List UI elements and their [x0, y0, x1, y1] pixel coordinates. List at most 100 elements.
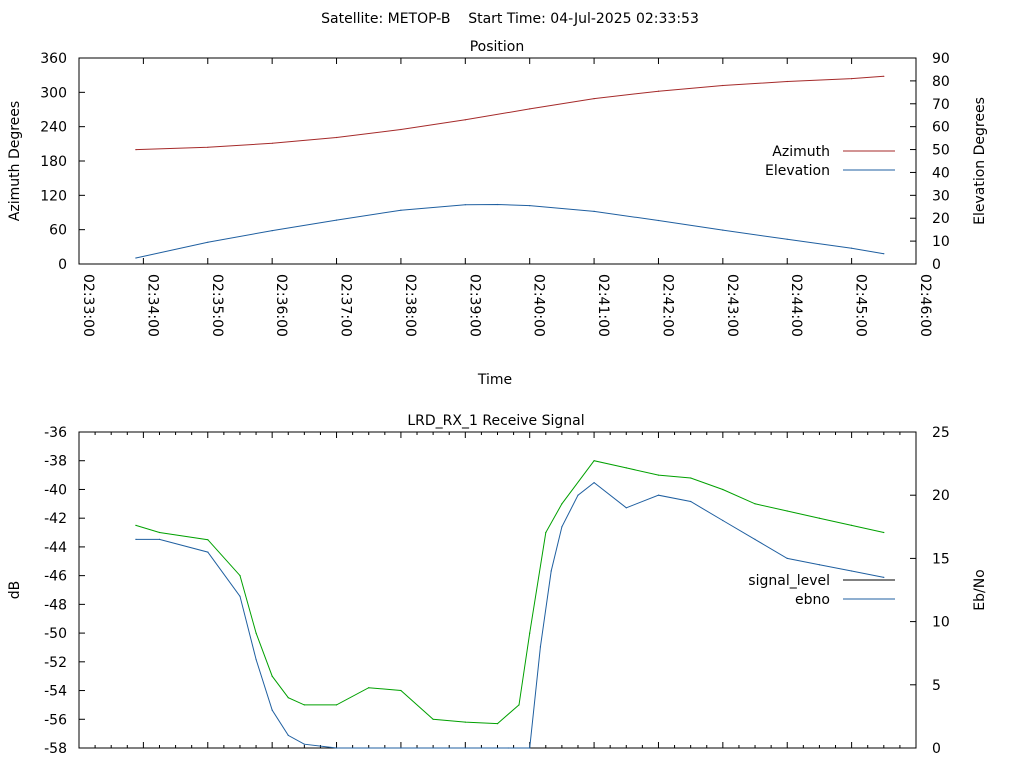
data-point-Elevation: [851, 247, 853, 249]
data-point-Elevation: [657, 219, 660, 222]
y2-tick-label: 25: [932, 425, 950, 441]
legend-elevation-label: Elevation: [765, 163, 830, 179]
data-point-Elevation: [135, 257, 137, 259]
data-point-ebno: [818, 564, 821, 566]
data-point-Azimuth: [464, 119, 466, 121]
data-point-ebno: [271, 709, 273, 711]
y-tick-label: -50: [44, 626, 67, 642]
data-point-Azimuth: [207, 146, 209, 148]
data-point-ebno: [539, 646, 542, 648]
data-point-Elevation: [722, 229, 724, 231]
data-point-signal_level: [464, 721, 466, 723]
y-tick-label: 120: [40, 188, 67, 204]
x-tick-label: 02:40:00: [531, 274, 547, 337]
receive-series: [135, 460, 885, 749]
y-tick-label: -56: [44, 712, 67, 728]
data-point-signal_level: [158, 531, 161, 534]
y-tick-label: -46: [44, 569, 67, 585]
data-point-Azimuth: [883, 75, 885, 77]
data-point-signal_level: [754, 503, 756, 505]
series-line-Elevation: [135, 203, 884, 259]
position-plot-frame: [78, 57, 917, 265]
data-point-signal_level: [690, 477, 692, 479]
data-point-ebno: [239, 595, 241, 597]
data-point-signal_level: [561, 503, 563, 505]
data-point-ebno: [625, 507, 627, 509]
data-point-signal_level: [518, 704, 520, 706]
data-point-ebno: [255, 658, 257, 661]
y2-tick-label: 10: [932, 615, 950, 631]
data-point-ebno: [550, 570, 552, 572]
data-point-ebno: [786, 557, 788, 560]
position-title: Position: [470, 39, 525, 55]
data-point-ebno: [507, 747, 509, 749]
y2-tick-label: 30: [932, 188, 950, 204]
data-point-ebno: [287, 734, 289, 737]
y-tick-label: -42: [44, 511, 67, 527]
data-point-signal_level: [207, 539, 209, 541]
y-tick-label: -44: [44, 540, 67, 556]
data-point-signal_level: [786, 510, 788, 512]
y2-tick-label: 15: [932, 551, 950, 567]
data-point-Azimuth: [135, 149, 137, 151]
x-tick-label: 02:35:00: [209, 274, 225, 337]
data-point-Elevation: [496, 203, 499, 206]
data-point-Azimuth: [529, 108, 531, 110]
time-axis: 02:33:00 02:34:00 02:35:00 02:36:00 02:37:00…: [78, 58, 933, 337]
series-line-ebno: [135, 481, 884, 749]
data-point-ebno: [335, 747, 338, 749]
y2-tick-label: 70: [932, 97, 950, 113]
y2-tick-label: 50: [932, 143, 950, 159]
y-tick-label: 240: [40, 120, 67, 136]
data-point-signal_level: [400, 689, 402, 692]
data-point-ebno: [561, 526, 563, 528]
data-point-ebno: [883, 576, 885, 579]
data-point-ebno: [722, 519, 724, 522]
db-axis-label: dB: [7, 581, 23, 600]
data-point-ebno: [593, 482, 595, 484]
y2-tick-label: 40: [932, 165, 950, 181]
data-point-ebno: [577, 494, 579, 496]
data-point-signal_level: [496, 723, 499, 725]
x-tick-label: 02:34:00: [144, 274, 160, 337]
data-point-Elevation: [207, 241, 209, 243]
db-axis: -58 -56 -54 -52 -50 -48 -46 -44 -42 -40 -38 -36: [44, 425, 85, 757]
y-tick-label: -48: [44, 597, 67, 613]
data-point-Elevation: [883, 253, 885, 255]
x-tick-label: 02:41:00: [595, 274, 611, 337]
data-point-Azimuth: [786, 80, 788, 83]
x-tick-label: 02:39:00: [466, 274, 482, 337]
data-point-ebno: [529, 747, 531, 749]
data-point-signal_level: [368, 687, 370, 689]
data-point-signal_level: [432, 718, 434, 720]
y-tick-label: 0: [58, 257, 67, 273]
data-point-ebno: [754, 538, 756, 541]
data-point-Azimuth: [722, 84, 724, 87]
azimuth-axis-label: Azimuth Degrees: [7, 101, 23, 221]
legend-ebno-label: ebno: [795, 592, 830, 608]
y2-tick-label: 0: [932, 741, 941, 757]
data-point-ebno: [207, 551, 209, 553]
y2-tick-label: 20: [932, 211, 950, 227]
data-point-signal_level: [593, 460, 595, 462]
receive-plot-frame: [78, 431, 917, 749]
data-point-signal_level: [287, 697, 289, 699]
legend-azimuth-label: Azimuth: [772, 144, 830, 160]
y-tick-label: -40: [44, 482, 67, 498]
data-point-signal_level: [335, 704, 338, 706]
data-point-Azimuth: [657, 90, 660, 92]
data-point-signal_level: [135, 524, 137, 527]
data-point-signal_level: [851, 524, 853, 527]
y2-tick-label: 0: [932, 257, 941, 273]
data-point-Elevation: [529, 205, 531, 207]
data-point-signal_level: [722, 488, 724, 491]
y-tick-label: -54: [44, 684, 67, 700]
series-line-Azimuth: [135, 75, 884, 151]
data-point-signal_level: [883, 531, 885, 534]
position-legend: Azimuth Elevation: [765, 144, 895, 179]
data-point-Elevation: [335, 219, 338, 221]
y2-tick-label: 90: [932, 51, 950, 67]
data-point-ebno: [464, 747, 466, 749]
y-tick-label: -52: [44, 655, 67, 671]
data-point-Elevation: [400, 209, 402, 211]
